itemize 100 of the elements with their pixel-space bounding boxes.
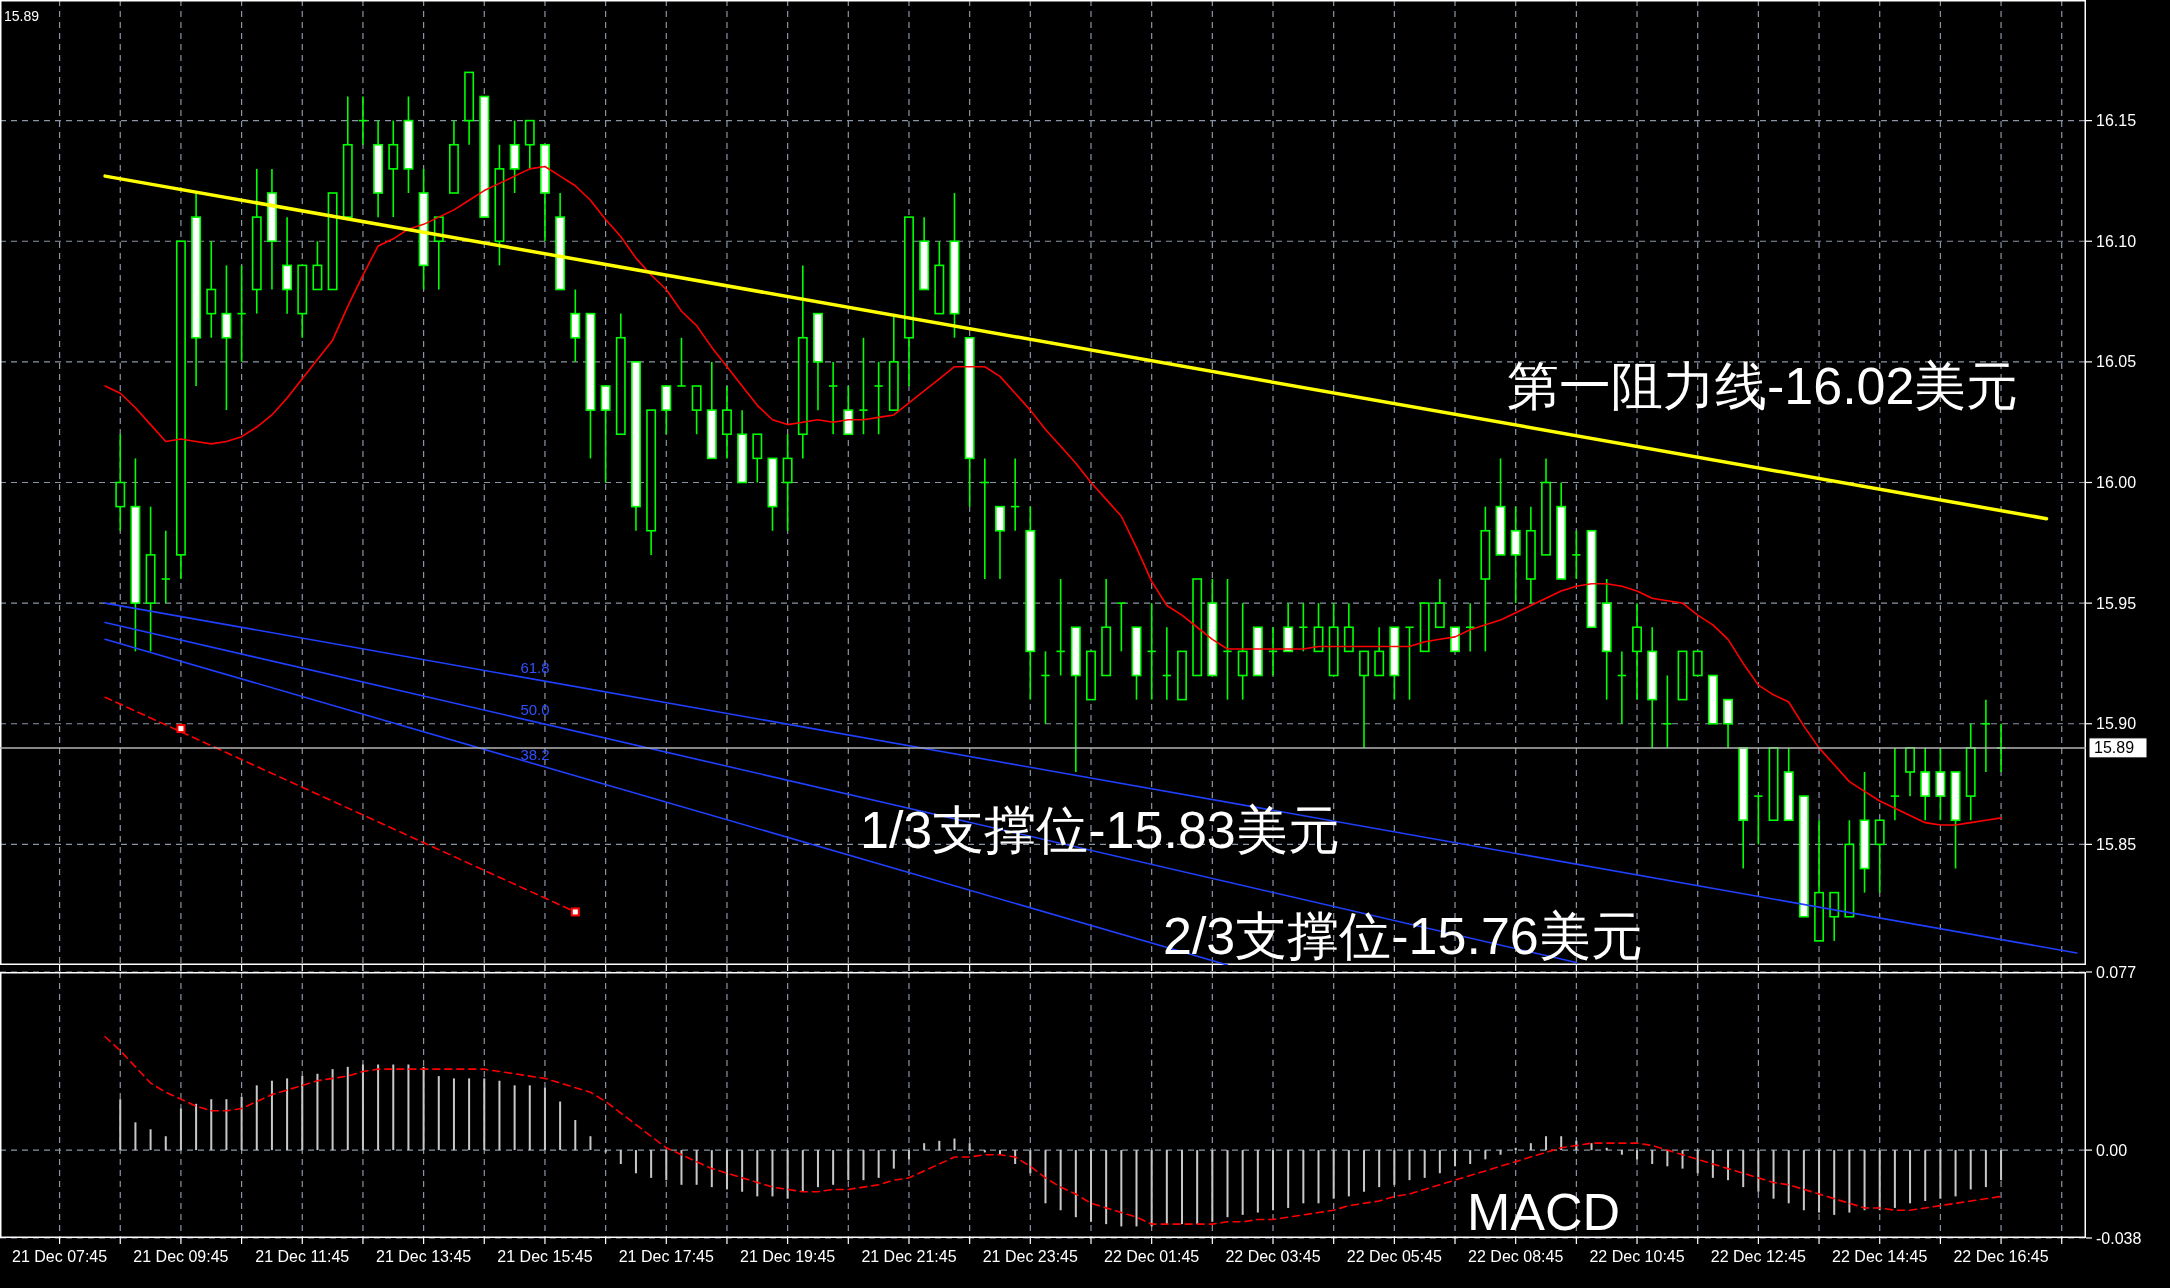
bar [437,1076,440,1151]
x-tick-label: 21 Dec 09:45 [133,1248,229,1265]
bar [119,1099,122,1151]
x-tick-label: 21 Dec 13:45 [376,1248,472,1265]
y-tick-label: 16.00 [2096,474,2137,491]
annotation: 38.2 [520,745,550,763]
bar [1924,1150,1927,1201]
bar [301,1076,304,1151]
candlestick [1571,529,1582,580]
bar [877,1150,880,1178]
bar [1711,1150,1714,1178]
bar [164,1136,167,1151]
bar [1666,1150,1669,1167]
bar [1969,1150,1972,1190]
x-tick-label: 22 Dec 10:45 [1589,1248,1685,1265]
bar [134,1122,137,1151]
bar [1408,1150,1411,1181]
x-tick-label: 21 Dec 21:45 [861,1248,957,1265]
bar [695,1150,698,1185]
bar [2000,1150,2003,1181]
bar [195,1103,198,1151]
y-tick-label: 15.90 [2096,715,2137,733]
bar [316,1073,319,1151]
candlestick [828,361,839,436]
bar [528,1085,531,1151]
bar [741,1150,744,1192]
bar [468,1078,471,1151]
bar [1393,1150,1396,1185]
bar [1833,1150,1836,1215]
bar [816,1150,819,1188]
bar [1454,1150,1457,1167]
bar [907,1150,910,1160]
x-tick-label: 22 Dec 03:45 [1225,1248,1321,1265]
bar [862,1150,865,1181]
candlestick [676,336,687,387]
bar [1939,1150,1942,1199]
x-tick-label: 21 Dec 17:45 [618,1248,714,1265]
x-tick-label: 21 Dec 23:45 [982,1248,1079,1265]
bar [179,1108,182,1151]
ref-line-label: 15.89 [2094,739,2135,757]
x-tick-label: 21 Dec 11:45 [255,1248,350,1265]
bar [210,1099,213,1151]
candlestick [1889,747,1900,822]
bar [1438,1150,1441,1174]
bar [1590,1143,1593,1151]
bar [392,1064,395,1151]
bar [923,1143,926,1151]
bar [801,1150,804,1192]
bar [680,1150,683,1185]
bar [270,1080,273,1151]
bar [559,1101,562,1151]
bar [1696,1150,1699,1174]
bar [574,1120,577,1151]
bar [1317,1150,1320,1204]
bar [225,1099,228,1151]
bar [377,1064,380,1151]
bar [1651,1150,1654,1164]
bar [1105,1150,1108,1225]
bar [543,1087,546,1151]
bar [1742,1150,1745,1188]
bar [725,1150,728,1190]
bar [953,1138,956,1151]
y-tick-label: 16.10 [2096,232,2137,250]
bar [1893,1150,1896,1208]
y-tick-label: -0.038 [2096,1229,2142,1247]
candlestick [1662,674,1673,749]
candlestick [1116,602,1127,653]
y-tick-label: 0.00 [2096,1141,2128,1159]
y-tick-label: 15.85 [2096,835,2137,853]
bar [1029,1150,1032,1174]
annotation: 第一阻力线-16.02美元 [1507,357,2019,415]
bar [422,1066,425,1151]
bar [1545,1136,1548,1151]
bar [1347,1150,1350,1197]
bar [1211,1150,1214,1222]
bar [513,1085,516,1151]
x-tick-label: 21 Dec 19:45 [740,1248,836,1265]
x-tick-label: 21 Dec 07:45 [11,1248,108,1265]
bar [1469,1150,1472,1164]
bar [968,1143,971,1151]
bar [1727,1150,1730,1181]
candlestick [1404,626,1415,701]
bar [847,1150,850,1181]
x-tick-label: 22 Dec 16:45 [1953,1248,2049,1265]
bar [771,1150,774,1197]
bar [149,1129,152,1151]
bar [1272,1150,1275,1211]
bar [1909,1150,1912,1204]
bar [1089,1150,1092,1222]
bar [1226,1150,1229,1218]
bar [1378,1150,1381,1188]
candlestick [160,529,171,604]
bar [286,1078,289,1151]
bar [407,1064,410,1151]
bar [1636,1150,1639,1160]
x-tick-label: 22 Dec 12:45 [1710,1248,1807,1265]
bar [1332,1150,1335,1199]
bar [1074,1150,1077,1218]
bar [1848,1150,1851,1213]
bar [634,1150,637,1174]
